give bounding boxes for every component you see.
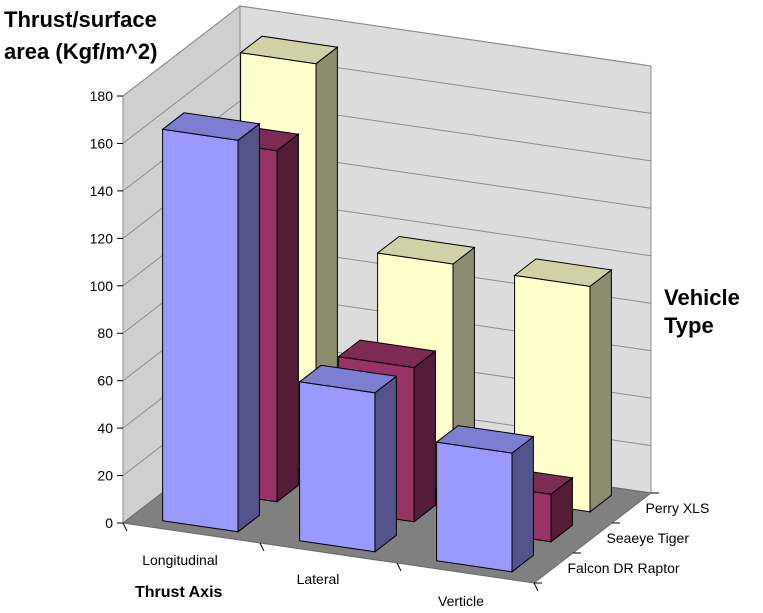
bar	[436, 441, 513, 573]
y-axis-title-line-2: area (Kgf/m^2)	[4, 39, 158, 64]
depth-axis-title-line-2: Type	[664, 313, 714, 338]
gridline	[122, 100, 652, 192]
y-tick-label: 60	[97, 373, 113, 389]
y-tick-label: 140	[90, 183, 114, 199]
y-axis-title: Thrust/surface area (Kgf/m^2)	[4, 4, 157, 68]
depth-axis-title: Vehicle Type	[664, 284, 740, 340]
x-tick	[396, 562, 402, 572]
bar-top	[161, 112, 261, 141]
y-tick-label: 80	[97, 325, 113, 341]
y-tick-label: 20	[97, 468, 113, 484]
bar-top	[239, 35, 339, 65]
bar-top	[435, 425, 535, 454]
y-tick-label: 40	[97, 420, 113, 436]
bar-side	[374, 375, 397, 553]
bar-top	[376, 235, 476, 265]
y-tick-label: 180	[90, 88, 114, 104]
x-tick-label: Longitudinal	[142, 552, 218, 568]
depth-axis-title-line-1: Vehicle	[664, 285, 740, 310]
bar-top	[298, 364, 398, 394]
y-tick-label: 120	[90, 230, 114, 246]
x-tick	[533, 582, 539, 592]
bar-side	[511, 435, 534, 573]
x-tick-label: Verticle	[438, 593, 484, 608]
bar	[299, 381, 376, 553]
gridline	[122, 5, 652, 97]
bar-side	[413, 350, 436, 523]
bar-side	[276, 133, 299, 503]
y-tick-label: 100	[90, 278, 114, 294]
y-tick-label: 160	[90, 135, 114, 151]
gridline	[122, 52, 652, 144]
bar	[162, 128, 239, 533]
x-axis-title: Thrust Axis	[135, 584, 223, 601]
x-tick	[122, 522, 128, 532]
depth-tick-label: Falcon DR Raptor	[568, 560, 680, 576]
y-axis-title-line-1: Thrust/surface	[4, 7, 157, 32]
x-tick	[259, 542, 265, 552]
bar-side	[589, 268, 612, 513]
bar-top	[337, 339, 437, 369]
depth-tick-label: Seaeye Tiger	[607, 530, 690, 546]
y-tick-label: 0	[105, 515, 113, 531]
x-tick-label: Lateral	[297, 571, 340, 587]
depth-tick-label: Perry XLS	[646, 500, 710, 516]
bar-top	[513, 258, 613, 287]
bar-side	[237, 122, 260, 533]
